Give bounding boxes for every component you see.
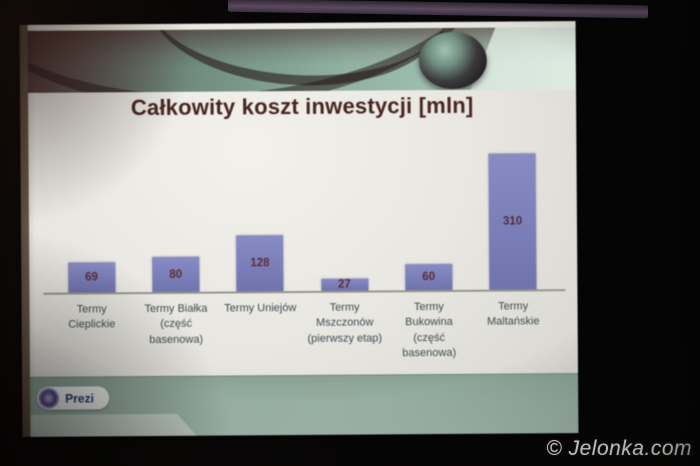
bar: 128 <box>236 235 284 292</box>
bar-value-label: 27 <box>337 278 351 291</box>
prezi-logo[interactable]: Prezi <box>37 386 110 410</box>
chart-column: 310 Termy Maltańskie <box>470 113 556 361</box>
projector-screen-top-bar <box>227 0 649 19</box>
bar: 310 <box>488 153 537 290</box>
bar: 27 <box>320 278 368 291</box>
slide-header-image <box>27 27 577 93</box>
bar-value-label: 80 <box>169 268 183 281</box>
prezi-logo-label: Prezi <box>65 390 94 406</box>
bar-chart-columns: 69 Termy Cieplickie 80 Termy Białka (część … <box>48 113 556 364</box>
bar-category-label: Termy Mszczonów (pierwszy etap) <box>307 301 383 345</box>
bar-category-label: Termy Białka (część basenowa) <box>144 302 208 346</box>
bar: 60 <box>405 263 453 291</box>
bar-category-label: Termy Cieplickie <box>68 303 116 332</box>
bar-category-label: Termy Maltańskie <box>486 300 540 329</box>
bar-category-label: Termy Bukowina (część basenowa) <box>402 300 457 360</box>
bar-category-label: Termy Uniejów <box>224 302 297 315</box>
chart-column: 27 Termy Mszczonów (pierwszy etap) <box>301 114 387 362</box>
photo-watermark: © Jelonka.com <box>546 437 692 460</box>
bar: 80 <box>152 256 200 293</box>
bar-value-label: 310 <box>502 215 523 228</box>
bar-value-label: 60 <box>422 271 436 284</box>
chart-column: 69 Termy Cieplickie <box>48 116 134 364</box>
bar-value-label: 128 <box>250 257 270 270</box>
water-drop-sphere <box>418 31 488 90</box>
slide-footer-band: Prezi <box>30 373 579 437</box>
bar-value-label: 69 <box>85 271 98 284</box>
bar-chart: 69 Termy Cieplickie 80 Termy Białka (część … <box>43 113 566 364</box>
projection-screen-slide: Całkowity koszt inwestycji [mln] 69 Termy… <box>19 21 579 437</box>
chart-column: 60 Termy Bukowina (część basenowa) <box>385 114 471 362</box>
bar: 69 <box>67 262 116 293</box>
footer-light-wedge <box>30 413 205 437</box>
prezi-logo-icon <box>38 387 60 409</box>
chart-column: 80 Termy Białka (część basenowa) <box>133 116 219 364</box>
chart-column: 128 Termy Uniejów <box>217 115 303 363</box>
